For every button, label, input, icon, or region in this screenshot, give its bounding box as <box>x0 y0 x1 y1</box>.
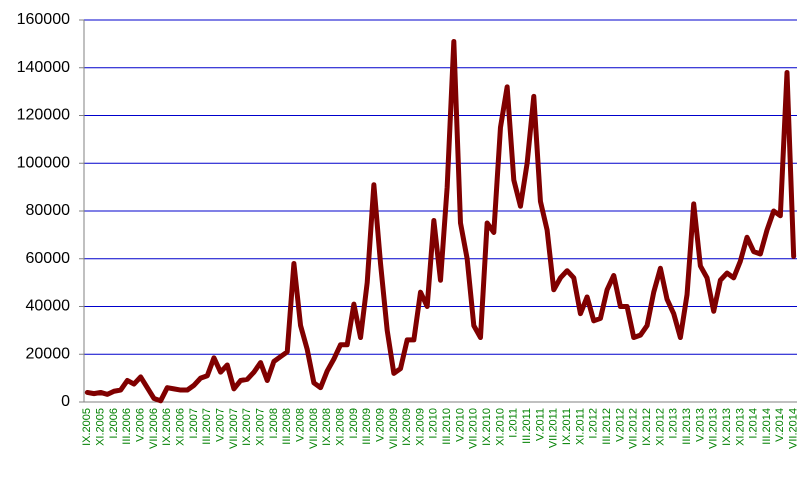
x-tick-label: VII.2011 <box>548 408 560 448</box>
x-tick-label: III.2006 <box>121 408 133 445</box>
x-tick-label: III.2010 <box>441 408 453 445</box>
x-tick-label: VII.2009 <box>388 408 400 449</box>
x-tick-label: I.2013 <box>668 408 680 439</box>
x-tick-label: VII.2014 <box>788 408 800 449</box>
x-tick-label: V.2014 <box>774 408 786 442</box>
x-tick-label: V.2012 <box>614 408 626 442</box>
x-tick-label: IX.2012 <box>641 408 653 446</box>
y-tick-label: 100000 <box>17 154 70 171</box>
x-tick-label: I.2006 <box>108 408 120 439</box>
x-tick-label: V.2007 <box>215 408 227 442</box>
x-tick-label: XI.2013 <box>734 408 746 446</box>
x-tick-label: XI.2005 <box>95 408 107 446</box>
x-tick-label: IX.2008 <box>321 408 333 446</box>
y-tick-label: 80000 <box>26 202 71 219</box>
x-tick-label: IX.2006 <box>161 408 173 446</box>
x-tick-label: IX.2011 <box>561 408 573 445</box>
x-tick-label: III.2012 <box>601 408 613 445</box>
x-tick-label: I.2009 <box>348 408 360 439</box>
x-tick-label: VII.2008 <box>308 408 320 449</box>
x-tick-label: I.2014 <box>748 408 760 439</box>
x-tick-label: IX.2005 <box>81 408 93 446</box>
x-tick-label: V.2010 <box>454 408 466 442</box>
x-tick-label: I.2012 <box>588 408 600 439</box>
x-tick-label: VII.2013 <box>708 408 720 449</box>
x-tick-label: I.2011 <box>508 408 520 438</box>
x-tick-label: III.2013 <box>681 408 693 445</box>
x-tick-label: XI.2011 <box>574 408 586 445</box>
x-tick-label: I.2008 <box>268 408 280 439</box>
x-tick-label: III.2007 <box>201 408 213 445</box>
x-tick-label: VII.2012 <box>628 408 640 449</box>
x-tick-label: I.2007 <box>188 408 200 439</box>
y-tick-label: 120000 <box>17 107 70 124</box>
x-tick-label: VII.2006 <box>148 408 160 449</box>
y-tick-label: 40000 <box>26 298 71 315</box>
x-tick-label: V.2013 <box>694 408 706 442</box>
x-tick-label: V.2008 <box>294 408 306 442</box>
x-tick-label: IX.2010 <box>481 408 493 446</box>
x-tick-label: XI.2008 <box>334 408 346 446</box>
x-tick-label: VII.2010 <box>468 408 480 449</box>
x-tick-label: XI.2007 <box>254 408 266 446</box>
x-tick-label: V.2006 <box>135 408 147 442</box>
x-tick-label: VII.2007 <box>228 408 240 449</box>
x-tick-label: XI.2006 <box>175 408 187 446</box>
x-tick-label: IX.2007 <box>241 408 253 446</box>
y-tick-label: 140000 <box>17 59 70 76</box>
y-tick-label: 160000 <box>17 11 70 28</box>
x-tick-label: III.2014 <box>761 408 773 445</box>
x-tick-label: III.2008 <box>281 408 293 445</box>
x-tick-label: III.2011 <box>521 408 533 444</box>
x-tick-label: XI.2010 <box>494 408 506 446</box>
x-tick-label: IX.2013 <box>721 408 733 446</box>
x-tick-label: IX.2009 <box>401 408 413 446</box>
y-tick-label: 60000 <box>26 250 71 267</box>
x-tick-label: XI.2012 <box>654 408 666 446</box>
x-tick-label: III.2009 <box>361 408 373 445</box>
y-tick-label: 20000 <box>26 345 71 362</box>
data-line <box>84 38 797 404</box>
y-tick-label: 0 <box>61 393 70 410</box>
x-tick-label: I.2010 <box>428 408 440 439</box>
x-tick-label: XI.2009 <box>414 408 426 446</box>
x-tick-label: V.2011 <box>534 408 546 441</box>
x-tick-label: V.2009 <box>374 408 386 442</box>
